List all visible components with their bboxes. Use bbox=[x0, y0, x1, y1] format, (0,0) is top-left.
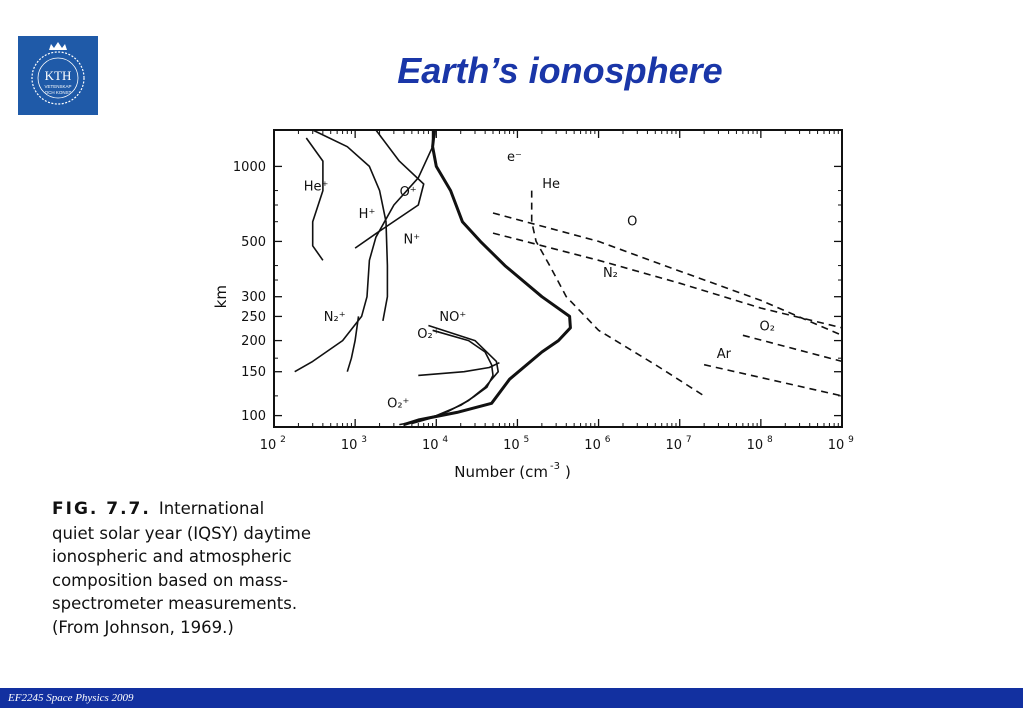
series-label-10: O bbox=[627, 214, 637, 229]
series-label-7: O₂⁺ bbox=[417, 327, 439, 342]
series-line-5 bbox=[346, 316, 360, 372]
logo-text: KTH bbox=[45, 68, 72, 83]
x-tick-exponent: 4 bbox=[442, 435, 448, 445]
series-label-1: O⁺ bbox=[400, 185, 417, 200]
x-axis-label-exponent: -3 bbox=[550, 461, 560, 472]
x-tick-exponent: 6 bbox=[605, 435, 611, 445]
series-line-9 bbox=[530, 190, 705, 397]
caption-line-6: (From Johnson, 1969.) bbox=[52, 617, 234, 637]
figure-caption: FIG. 7.7. International quiet solar year … bbox=[52, 497, 352, 639]
footer-bar: EF2245 Space Physics 2009 bbox=[0, 688, 1023, 708]
y-tick-label: 150 bbox=[241, 365, 266, 380]
figure-label: FIG. 7.7. bbox=[52, 499, 151, 519]
x-tick-exponent: 5 bbox=[524, 435, 530, 445]
x-tick-label: 10 bbox=[341, 438, 358, 453]
caption-line-5: spectrometer measurements. bbox=[52, 594, 298, 613]
series-line-12 bbox=[742, 334, 843, 363]
caption-line-4: composition based on mass- bbox=[52, 570, 289, 590]
logo-subtext-2: OCH KONST bbox=[45, 90, 72, 95]
y-tick-label: 100 bbox=[241, 409, 266, 424]
series-label-11: N₂ bbox=[603, 266, 618, 281]
series-label-13: Ar bbox=[717, 347, 732, 362]
caption-line-1: International bbox=[158, 499, 265, 518]
x-tick-label: 10 bbox=[260, 438, 277, 453]
x-tick-exponent: 3 bbox=[361, 435, 367, 445]
series-label-5: N₂⁺ bbox=[324, 310, 346, 325]
x-tick-label: 10 bbox=[503, 438, 520, 453]
x-tick-label: 10 bbox=[828, 438, 845, 453]
series-line-11 bbox=[492, 232, 843, 329]
y-tick-label: 300 bbox=[241, 290, 266, 305]
series-label-9: He bbox=[542, 177, 560, 192]
y-axis-label: km bbox=[212, 285, 230, 308]
series-label-8: O₂⁺ bbox=[387, 396, 409, 411]
series-line-10 bbox=[492, 212, 843, 337]
plot-frame bbox=[273, 129, 843, 428]
series-label-4: N⁺ bbox=[404, 233, 421, 248]
y-tick-label: 500 bbox=[241, 235, 266, 250]
x-tick-label: 10 bbox=[422, 438, 439, 453]
series-label-2: H⁺ bbox=[359, 207, 376, 222]
x-tick-label: 10 bbox=[747, 438, 764, 453]
series-line-1 bbox=[294, 130, 434, 373]
y-tick-label: 1000 bbox=[233, 160, 266, 175]
x-tick-label: 10 bbox=[584, 438, 601, 453]
series-line-2 bbox=[312, 129, 389, 322]
logo-subtext-1: VETENSKAP bbox=[44, 84, 71, 89]
x-tick-exponent: 8 bbox=[767, 435, 773, 445]
x-axis-label: Number (cm bbox=[454, 463, 548, 481]
series-label-6: NO⁺ bbox=[439, 310, 466, 325]
series-line-7 bbox=[399, 329, 494, 426]
series-line-8 bbox=[418, 361, 500, 377]
crown-seal-icon: KTH VETENSKAP OCH KONST bbox=[31, 41, 85, 105]
x-tick-exponent: 2 bbox=[280, 435, 286, 445]
series-line-4 bbox=[354, 129, 425, 249]
series-line-3 bbox=[305, 137, 324, 261]
series-label-0: e⁻ bbox=[507, 150, 522, 165]
series-label-3: He⁺ bbox=[304, 180, 329, 195]
y-tick-label: 250 bbox=[241, 310, 266, 325]
x-tick-exponent: 9 bbox=[848, 435, 854, 445]
footer-text: EF2245 Space Physics 2009 bbox=[8, 692, 134, 704]
slide-title: Earth’s ionosphere bbox=[397, 50, 723, 91]
ionosphere-composition-chart: 10 2 10 3 10 4 10 5 10 6 10 7 10 8 10 91001502002503005… bbox=[212, 129, 854, 481]
y-tick-label: 200 bbox=[241, 334, 266, 349]
series-line-13 bbox=[703, 363, 843, 397]
caption-line-2: quiet solar year (IQSY) daytime bbox=[52, 523, 312, 543]
x-tick-exponent: 7 bbox=[686, 435, 692, 445]
caption-line-3: ionospheric and atmospheric bbox=[52, 547, 292, 566]
series-label-12: O₂ bbox=[760, 319, 775, 334]
x-axis-label-end: ) bbox=[565, 463, 571, 481]
x-tick-label: 10 bbox=[665, 438, 682, 453]
kth-logo: KTH VETENSKAP OCH KONST bbox=[18, 36, 98, 115]
series-line-0 bbox=[403, 129, 572, 427]
